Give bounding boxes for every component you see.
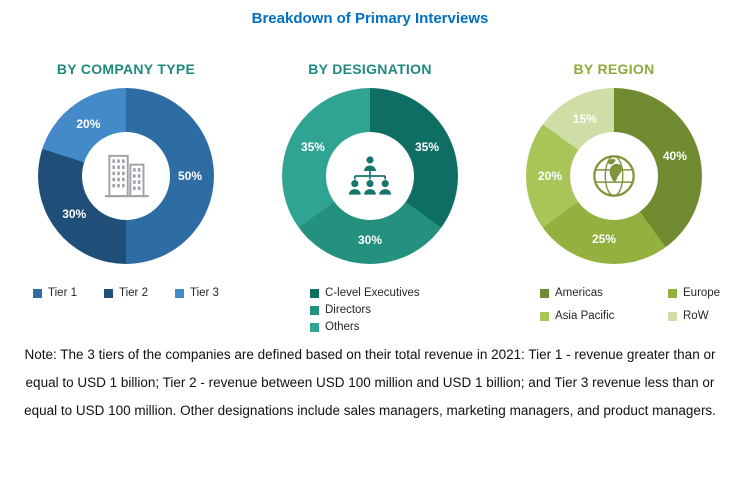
legend-swatch	[540, 311, 549, 321]
slice-label-asia-pacific: 20%	[537, 169, 563, 183]
legend-label: Directors	[325, 304, 372, 316]
donut-hole	[82, 132, 170, 220]
legend-label: Europe	[683, 287, 721, 299]
chart-heading-region: BY REGION	[573, 61, 655, 77]
legend-swatch	[668, 311, 677, 321]
legend-item-europe: Europe	[668, 287, 720, 299]
legend-swatch	[540, 288, 549, 298]
slice-label-tier-1: 50%	[177, 169, 203, 183]
org-chart-icon	[348, 156, 392, 195]
slice-label-directors: 30%	[357, 233, 383, 247]
donut-company-type: 50% 30% 20%	[38, 88, 214, 264]
legend-label: Others	[325, 321, 360, 333]
buildings-icon	[105, 154, 149, 198]
legend-swatch	[310, 288, 319, 298]
legend-item-row: RoW	[668, 310, 720, 322]
slice-label-row: 15%	[572, 111, 597, 126]
legend-region: Americas Europe Asia Pacific RoW	[540, 287, 720, 322]
legend-item-asia-pacific: Asia Pacific	[540, 310, 652, 322]
legend-designation: C-level Executives Directors Others	[310, 287, 420, 333]
legend-swatch	[668, 288, 677, 298]
chart-heading-company-type: BY COMPANY TYPE	[56, 61, 196, 77]
slice-label-others: 35%	[300, 139, 325, 154]
slice-label-c-level-executives: 35%	[415, 139, 440, 154]
legend-label: Tier 2	[119, 287, 148, 299]
donut-region: 40% 25% 20% 15%	[526, 88, 702, 264]
donut-hole	[326, 132, 414, 220]
legend-item-tier-2: Tier 2	[104, 287, 148, 299]
slice-label-tier-2: 30%	[62, 206, 87, 221]
note-text: Note: The 3 tiers of the companies are d…	[24, 347, 716, 419]
slice-label-americas: 40%	[662, 149, 687, 164]
slice-label-europe: 25%	[591, 232, 616, 247]
legend-item-tier-1: Tier 1	[33, 287, 77, 299]
figure-title: Breakdown of Primary Interviews	[251, 10, 489, 27]
legend-swatch	[310, 322, 319, 332]
legend-item-tier-3: Tier 3	[174, 287, 219, 299]
legend-label: Americas	[555, 287, 603, 299]
charts-row: BY COMPANY TYPE 50% 30% 20% Tier 1 Tier 2 Ti…	[0, 61, 740, 333]
legend-label: Tier 1	[48, 287, 77, 299]
legend-label: Tier 3	[189, 287, 219, 299]
legend-item-c-level-executives: C-level Executives	[310, 287, 420, 299]
legend-swatch	[174, 288, 184, 298]
chart-heading-designation: BY DESIGNATION	[308, 61, 432, 77]
chart-region: BY REGION 40% 25% 20% 1	[498, 61, 730, 333]
legend-item-americas: Americas	[540, 287, 652, 299]
legend-swatch	[310, 305, 319, 315]
slice-label-tier-3: 20%	[76, 117, 101, 132]
globe-icon	[593, 155, 635, 197]
donut-hole	[570, 132, 658, 220]
legend-item-others: Others	[310, 321, 420, 333]
chart-designation: BY DESIGNATION	[254, 61, 486, 333]
chart-company-type: BY COMPANY TYPE 50% 30% 20% Tier 1 Tier 2 Ti…	[10, 61, 242, 333]
legend-item-directors: Directors	[310, 304, 420, 316]
donut-designation: 35% 30% 35%	[282, 88, 458, 264]
legend-label: RoW	[683, 310, 709, 322]
legend-label: Asia Pacific	[555, 310, 615, 322]
legend-company-type: Tier 1 Tier 2 Tier 3	[33, 287, 219, 299]
legend-label: C-level Executives	[325, 287, 420, 299]
legend-swatch	[33, 288, 43, 298]
legend-swatch	[104, 288, 113, 298]
